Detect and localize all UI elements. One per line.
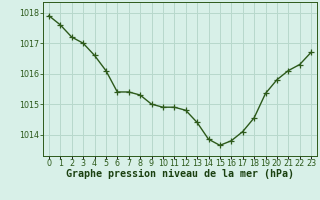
X-axis label: Graphe pression niveau de la mer (hPa): Graphe pression niveau de la mer (hPa) [66, 169, 294, 179]
